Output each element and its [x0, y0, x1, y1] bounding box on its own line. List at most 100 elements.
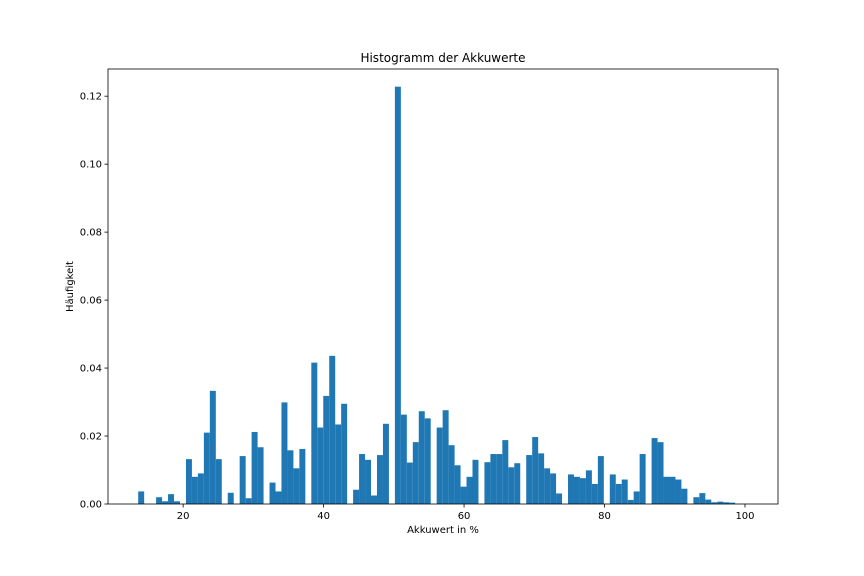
y-tick-label: 0.04 — [80, 364, 102, 375]
x-tick-label: 80 — [598, 511, 611, 522]
histogram-bar — [382, 423, 389, 504]
histogram-bar — [460, 486, 467, 504]
histogram-bar — [269, 482, 276, 504]
y-tick-label: 0.10 — [80, 160, 102, 171]
histogram-bar — [335, 424, 342, 504]
histogram-bar — [502, 440, 509, 504]
histogram-bar — [538, 453, 545, 504]
histogram-bar — [371, 495, 377, 504]
histogram-bar — [573, 476, 580, 504]
y-tick-label: 0.06 — [80, 296, 102, 307]
histogram-bar — [394, 86, 401, 504]
histogram-bar — [627, 499, 634, 504]
histogram-bar — [663, 476, 670, 504]
histogram-bar — [597, 456, 604, 504]
histogram-bar — [209, 390, 216, 504]
histogram-bar — [412, 442, 419, 504]
histogram-bar — [168, 494, 175, 504]
histogram-bar — [484, 462, 491, 504]
histogram-bar — [400, 414, 407, 504]
histogram-bar — [550, 473, 557, 504]
histogram-bar — [633, 491, 640, 504]
histogram-bar — [711, 502, 718, 504]
x-axis-ticks: 20 40 60 80 100 — [177, 504, 755, 522]
histogram-bar — [472, 459, 479, 504]
chart-title: Histogramm der Akkuwerte — [360, 51, 525, 65]
histogram-bar — [191, 476, 198, 504]
histogram-bar — [585, 470, 592, 504]
histogram-bar — [185, 459, 192, 504]
y-tick-label: 0.00 — [80, 500, 102, 511]
histogram-bar — [442, 410, 449, 504]
histogram-bar — [287, 450, 294, 504]
histogram-bar — [591, 483, 598, 504]
histogram-bar — [341, 403, 348, 504]
histogram-bar — [424, 418, 431, 504]
histogram-bar — [418, 411, 425, 504]
histogram-bar — [621, 479, 628, 504]
histogram-bar — [579, 478, 586, 504]
histogram-bar — [609, 474, 616, 504]
histogram-bar — [251, 431, 258, 504]
y-tick-label: 0.12 — [80, 92, 102, 103]
histogram-bar — [197, 473, 204, 504]
histogram-bar — [281, 402, 288, 504]
histogram-bar — [406, 462, 413, 504]
histogram-bar — [514, 463, 521, 504]
histogram-bar — [156, 497, 163, 504]
histogram-bar — [466, 476, 473, 504]
histogram-bar — [239, 456, 246, 504]
histogram-bar — [615, 483, 622, 504]
histogram-bar — [669, 476, 676, 504]
histogram-bar — [299, 448, 306, 504]
histogram-bar — [508, 467, 515, 504]
histogram-bar — [490, 454, 497, 504]
histogram-bar — [162, 501, 169, 504]
histogram-bar — [681, 488, 688, 504]
histogram-bar — [532, 437, 539, 504]
x-axis-label: Akkuwert in % — [407, 525, 479, 536]
histogram-bar — [496, 454, 503, 504]
histogram-bar — [329, 355, 336, 504]
histogram-bar — [359, 454, 366, 504]
y-tick-label: 0.08 — [80, 228, 102, 239]
histogram-bar — [729, 502, 736, 504]
histogram-bar — [245, 498, 252, 504]
x-tick-label: 60 — [458, 511, 471, 522]
histogram-bar — [311, 362, 318, 504]
y-axis-label: Häufigkeit — [65, 261, 76, 312]
histogram-bar — [376, 455, 383, 504]
histogram-bar — [568, 474, 574, 504]
histogram-bar — [323, 395, 330, 504]
histogram-bar — [675, 479, 682, 504]
histogram-bar — [544, 468, 551, 504]
histogram-bar — [293, 468, 300, 504]
histogram-bar — [353, 489, 360, 504]
y-axis-ticks: 0.00 0.02 0.04 0.06 0.08 0.10 0.12 — [80, 92, 108, 511]
histogram-bar — [436, 427, 443, 504]
y-tick-label: 0.02 — [80, 432, 102, 443]
histogram-bar — [215, 459, 222, 504]
axes-frame — [107, 68, 779, 505]
histogram-bar — [526, 455, 533, 504]
x-tick-label: 100 — [735, 511, 754, 522]
histogram-bar — [227, 492, 234, 504]
histogram-bar — [257, 447, 264, 504]
histogram-bar — [705, 499, 712, 504]
x-tick-label: 40 — [317, 511, 330, 522]
histogram-bar — [651, 438, 658, 504]
histogram-bar — [138, 491, 145, 504]
histogram-bar — [275, 491, 282, 504]
histogram-bar — [699, 493, 706, 504]
histogram-bar — [454, 465, 461, 504]
bars-group — [138, 86, 736, 504]
histogram-bar — [639, 454, 646, 504]
histogram-bar — [657, 442, 664, 504]
histogram-bar — [693, 497, 700, 504]
histogram-bar — [203, 432, 210, 504]
histogram-bar — [556, 493, 563, 504]
histogram-bar — [448, 445, 455, 504]
x-tick-label: 20 — [177, 511, 190, 522]
